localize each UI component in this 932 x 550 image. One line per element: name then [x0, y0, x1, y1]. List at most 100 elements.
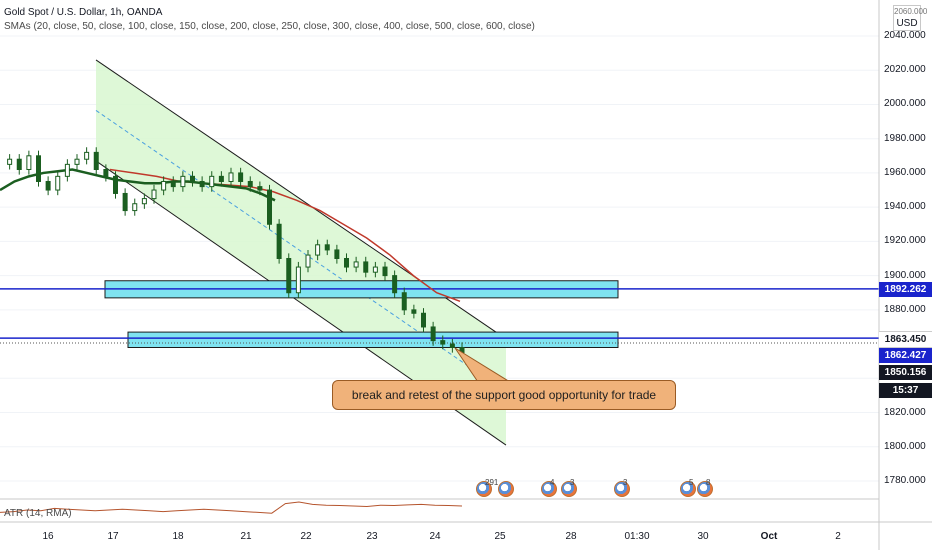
candle-body: [132, 203, 138, 212]
candle-body: [16, 158, 22, 171]
candle-body: [228, 172, 234, 182]
price-badge-channel: 1850.156: [879, 365, 932, 380]
sma-long-line: [109, 168, 461, 302]
candle-body: [36, 155, 41, 182]
date-tick-label: 16: [42, 531, 54, 542]
candle-body: [161, 180, 167, 191]
candle-body: [238, 172, 244, 182]
economic-event-icon[interactable]: [498, 481, 514, 497]
price-tick-label: 2020.000: [884, 64, 926, 76]
atr-line: [0, 501, 463, 514]
sma-short-line: [0, 168, 276, 202]
price-tick-label: 1880.000: [884, 303, 926, 315]
candle-body: [392, 275, 398, 294]
indicator-legend[interactable]: SMAs (20, close, 50, close, 100, close, …: [4, 21, 535, 32]
price-tick-label: 1800.000: [884, 440, 926, 452]
candle-body: [113, 175, 118, 194]
support-zone-lower[interactable]: [127, 331, 619, 349]
date-tick-label: 28: [565, 531, 577, 542]
event-count-label: 8: [706, 478, 711, 487]
candle-body: [401, 292, 407, 311]
candle-body: [449, 343, 455, 349]
date-tick-label: 21: [240, 531, 252, 542]
trade-annotation-callout[interactable]: break and retest of the support good opp…: [332, 380, 676, 410]
price-badge-upper-level: 1892.262: [879, 282, 932, 297]
date-tick-label: 23: [366, 531, 378, 542]
atr-indicator-label[interactable]: ATR (14, RMA): [4, 508, 72, 519]
economic-event-icon[interactable]: [680, 481, 696, 497]
event-count-label: 3: [570, 478, 575, 487]
bar-countdown: 15:37: [879, 383, 932, 398]
price-tick-label: 1960.000: [884, 166, 926, 178]
currency-code: USD: [896, 18, 918, 29]
event-count-label: 4: [550, 478, 555, 487]
candle-body: [93, 151, 99, 170]
date-tick-label: 24: [429, 531, 441, 542]
economic-event-icon[interactable]: [541, 481, 557, 497]
candle-body: [84, 151, 90, 160]
economic-event-icon[interactable]: [561, 481, 577, 497]
candle-body: [334, 249, 340, 259]
candle-body: [344, 258, 349, 268]
date-tick-label: 18: [172, 531, 184, 542]
candle-body: [45, 180, 51, 191]
candle-body: [440, 340, 446, 345]
price-tick-label: 1980.000: [884, 132, 926, 144]
candle-body: [363, 261, 369, 273]
date-tick-label: 2: [835, 531, 841, 542]
date-tick-label: 17: [107, 531, 119, 542]
chart-title: Gold Spot / U.S. Dollar, 1h, OANDA: [4, 7, 163, 18]
date-tick-label: Oct: [760, 531, 778, 542]
date-tick-label: 30: [697, 531, 709, 542]
candle-body: [141, 198, 147, 205]
candle-body: [122, 192, 128, 212]
price-tick-label: 1780.000: [884, 475, 926, 486]
event-count-label: 291: [485, 478, 499, 487]
currency-label[interactable]: 2060.000 USD: [893, 5, 928, 31]
candle-body: [421, 312, 426, 328]
regression-channel: [96, 59, 506, 446]
candle-body: [209, 175, 215, 188]
candle-body: [257, 186, 263, 191]
event-count-label: 3: [623, 478, 628, 487]
candle-body: [286, 258, 292, 294]
date-tick-label: 22: [300, 531, 312, 542]
price-tick-label: 1940.000: [884, 201, 926, 213]
price-badge-lower-level: 1863.450: [879, 331, 932, 348]
candle-body: [218, 175, 224, 182]
price-tick-label: 2000.000: [884, 98, 926, 110]
candle-body: [276, 223, 282, 259]
candle-body: [295, 266, 301, 294]
candle-body: [430, 326, 436, 342]
candle-body: [55, 175, 61, 191]
candle-body: [151, 189, 157, 200]
event-count-label: 5: [689, 478, 694, 487]
candle-body: [180, 175, 186, 188]
candle-body: [64, 163, 70, 177]
candle-body: [353, 261, 359, 268]
candle-body: [190, 175, 195, 182]
candle-body: [315, 244, 321, 256]
channel-mid-line: [95, 110, 507, 393]
candle-body: [26, 155, 32, 171]
economic-event-icon[interactable]: [697, 481, 713, 497]
date-tick-label: 25: [494, 531, 506, 542]
price-axis-top-label: 2060.000: [894, 7, 928, 16]
price-tick-label: 2040.000: [884, 30, 926, 41]
price-candles: [7, 147, 465, 358]
date-tick-label: 01:30: [624, 531, 650, 542]
candle-body: [372, 266, 378, 273]
candle-body: [199, 180, 205, 188]
candle-body: [382, 266, 388, 277]
candle-body: [247, 180, 253, 188]
candle-body: [324, 244, 330, 251]
candle-body: [7, 158, 13, 165]
economic-event-icon[interactable]: [614, 481, 630, 497]
price-tick-label: 1820.000: [884, 406, 926, 418]
price-tick-label: 1920.000: [884, 235, 926, 247]
candle-body: [103, 169, 109, 177]
economic-event-icon[interactable]: [476, 481, 492, 497]
candle-body: [74, 158, 80, 165]
candle-body: [170, 180, 176, 188]
